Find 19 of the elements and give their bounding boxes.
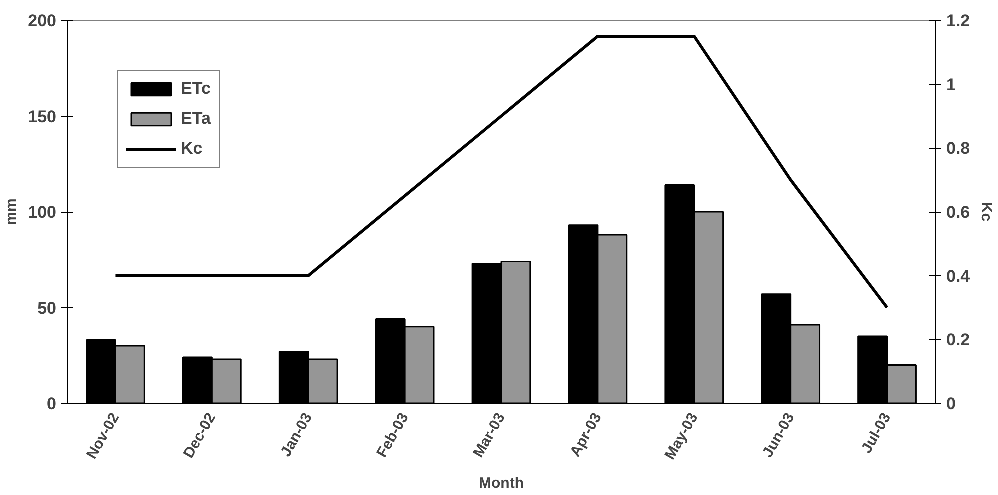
y2-axis-title: Kc [978,202,996,222]
y-tick-label: 100 [28,203,57,222]
y-tick-label: 200 [28,12,57,30]
y2-tick-label: 0 [946,394,956,414]
y2-tick-label: 0.8 [946,139,970,158]
y2-tick-label: 0.2 [946,330,970,350]
legend-label: ETa [181,109,211,129]
y-axis-title: mm [3,198,20,226]
legend-label: ETc [181,79,211,99]
legend-label: Kc [181,139,203,159]
y2-tick-label: 0.4 [946,266,971,286]
y2-tick-label: 0.6 [946,203,970,222]
y-tick-label: 0 [47,394,57,414]
y2-tick-label: 1 [946,75,956,94]
y-tick-label: 50 [38,298,57,318]
line-series [114,34,889,310]
y2-tick-label: 1.2 [946,12,970,30]
x-axis-title: Month [479,475,524,492]
y-tick-label: 150 [28,107,57,126]
